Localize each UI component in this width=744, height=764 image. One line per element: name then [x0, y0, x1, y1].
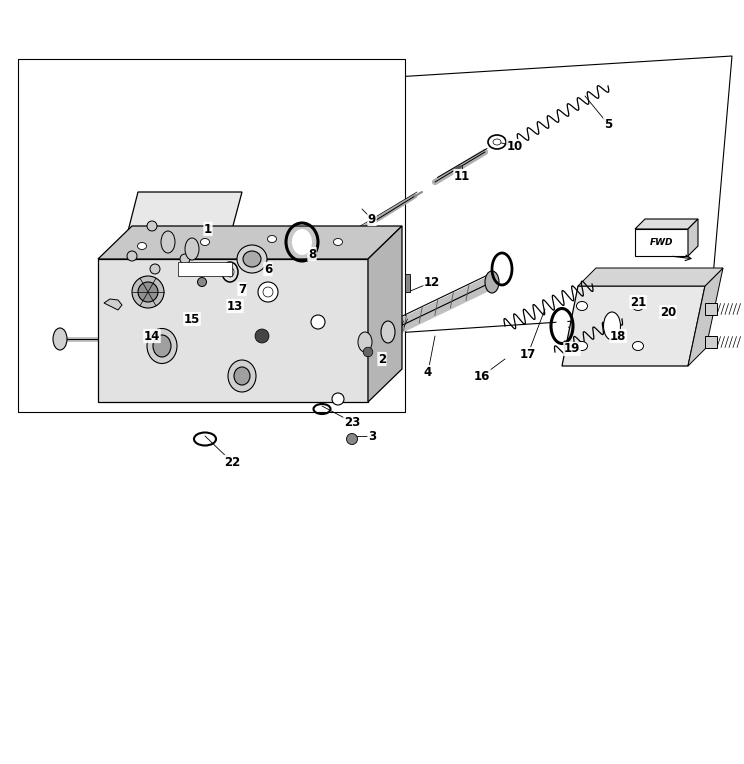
Polygon shape — [178, 262, 232, 276]
Ellipse shape — [53, 328, 67, 350]
Text: 8: 8 — [308, 248, 316, 261]
Ellipse shape — [147, 221, 157, 231]
Ellipse shape — [180, 254, 190, 264]
Ellipse shape — [147, 329, 177, 364]
Text: 19: 19 — [564, 342, 580, 355]
Ellipse shape — [161, 231, 175, 253]
Ellipse shape — [185, 238, 199, 260]
Circle shape — [197, 277, 207, 286]
Text: 15: 15 — [184, 312, 200, 325]
Text: 20: 20 — [660, 306, 676, 319]
Polygon shape — [635, 229, 688, 256]
Text: 16: 16 — [474, 370, 490, 383]
Text: 17: 17 — [520, 348, 536, 361]
Text: FWD: FWD — [650, 238, 673, 247]
Ellipse shape — [228, 360, 256, 392]
Text: 6: 6 — [264, 263, 272, 276]
Ellipse shape — [263, 287, 273, 297]
Text: 11: 11 — [454, 170, 470, 183]
Polygon shape — [368, 226, 402, 402]
Ellipse shape — [153, 335, 171, 357]
Text: 2: 2 — [378, 352, 386, 365]
Polygon shape — [578, 268, 723, 286]
Ellipse shape — [150, 264, 160, 274]
Polygon shape — [115, 192, 242, 282]
Ellipse shape — [603, 312, 620, 340]
Ellipse shape — [138, 282, 158, 302]
Text: 14: 14 — [144, 329, 160, 342]
Ellipse shape — [333, 238, 342, 245]
Polygon shape — [18, 59, 405, 412]
Text: 12: 12 — [424, 276, 440, 289]
Ellipse shape — [556, 315, 568, 337]
Text: 4: 4 — [424, 365, 432, 378]
Ellipse shape — [292, 229, 312, 255]
Text: 5: 5 — [604, 118, 612, 131]
Ellipse shape — [332, 393, 344, 405]
Circle shape — [347, 433, 358, 445]
Text: 1: 1 — [204, 222, 212, 235]
Ellipse shape — [226, 267, 234, 277]
Ellipse shape — [632, 302, 644, 310]
Ellipse shape — [243, 251, 261, 267]
Ellipse shape — [268, 235, 277, 242]
Polygon shape — [155, 56, 732, 349]
Text: 10: 10 — [507, 140, 523, 153]
Ellipse shape — [493, 139, 501, 145]
Text: 9: 9 — [368, 212, 376, 225]
Ellipse shape — [237, 245, 267, 273]
Ellipse shape — [138, 242, 147, 250]
Polygon shape — [705, 336, 717, 348]
Circle shape — [255, 329, 269, 343]
Circle shape — [363, 347, 373, 357]
Text: 13: 13 — [227, 299, 243, 312]
Ellipse shape — [132, 276, 164, 308]
Text: 21: 21 — [630, 296, 646, 309]
Text: 7: 7 — [238, 283, 246, 296]
Polygon shape — [104, 299, 122, 310]
Ellipse shape — [577, 342, 588, 351]
Ellipse shape — [234, 367, 250, 385]
Text: 3: 3 — [368, 429, 376, 442]
Text: 23: 23 — [344, 416, 360, 429]
Text: 18: 18 — [610, 329, 626, 342]
Ellipse shape — [577, 302, 588, 310]
Polygon shape — [98, 259, 368, 402]
Ellipse shape — [127, 251, 137, 261]
Polygon shape — [688, 219, 698, 256]
Ellipse shape — [632, 342, 644, 351]
Polygon shape — [562, 286, 705, 366]
Polygon shape — [98, 226, 402, 259]
Ellipse shape — [358, 332, 372, 352]
Ellipse shape — [311, 315, 325, 329]
Text: 22: 22 — [224, 455, 240, 468]
Ellipse shape — [485, 271, 499, 293]
Polygon shape — [688, 268, 723, 366]
Polygon shape — [635, 219, 698, 229]
Ellipse shape — [200, 238, 210, 245]
Polygon shape — [405, 274, 411, 292]
Ellipse shape — [381, 321, 395, 343]
Polygon shape — [705, 303, 717, 315]
Ellipse shape — [258, 282, 278, 302]
